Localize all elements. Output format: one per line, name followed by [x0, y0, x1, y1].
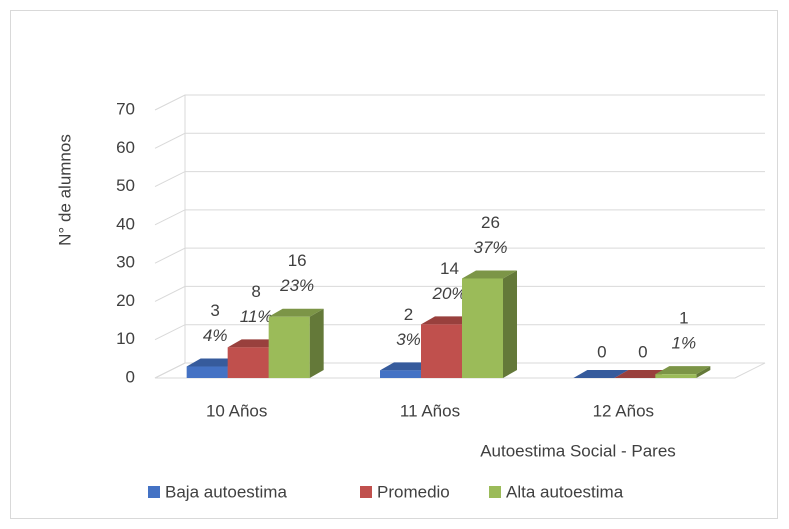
percent-label: 4% [203, 326, 228, 345]
data-label: 8 [251, 282, 260, 301]
data-label: 26 [481, 213, 500, 232]
bar [655, 374, 697, 378]
bar [227, 347, 269, 378]
bar-side [503, 270, 517, 378]
bar-side [309, 308, 324, 378]
bar-top [462, 270, 517, 279]
y-tick-label: 10 [116, 329, 135, 348]
data-label: 14 [440, 259, 459, 278]
bar-top [655, 366, 711, 375]
data-label: 1 [679, 309, 688, 328]
bar [380, 370, 421, 378]
bar [186, 366, 228, 378]
y-tick-label: 70 [116, 99, 135, 118]
y-tick-label: 30 [116, 253, 135, 272]
x-tick-label: 10 Años [206, 401, 267, 420]
legend-swatch [360, 486, 372, 498]
bar-top [573, 370, 629, 378]
data-label: 3 [210, 301, 219, 320]
percent-label: 3% [396, 330, 421, 349]
legend-swatch [489, 486, 501, 498]
legend-label: Alta autoestima [506, 482, 624, 501]
legend-label: Baja autoestima [165, 482, 287, 501]
bar [268, 316, 310, 378]
data-label: 0 [638, 342, 647, 361]
y-axis-title: N° de alumnos [55, 134, 74, 246]
percent-label: 11% [240, 307, 273, 326]
bar-side [696, 366, 711, 378]
bar [421, 324, 462, 378]
percent-label: 1% [672, 334, 697, 353]
percent-label: 23% [279, 276, 314, 295]
y-tick-label: 60 [116, 138, 135, 157]
percent-label: 37% [473, 238, 507, 257]
data-label: 16 [288, 251, 307, 270]
legend-label: Promedio [377, 482, 450, 501]
legend-swatch [148, 486, 160, 498]
x-tick-label: 12 Años [593, 401, 654, 420]
y-tick-label: 40 [116, 214, 135, 233]
y-tick-label: 50 [116, 176, 135, 195]
y-tick-label: 0 [126, 367, 135, 386]
y-tick-label: 20 [116, 291, 135, 310]
percent-label: 20% [431, 284, 466, 303]
x-tick-label: 11 Años [400, 401, 460, 420]
data-label: 2 [404, 305, 413, 324]
bar-top [268, 308, 324, 317]
bar [462, 278, 503, 378]
x-axis-title: Autoestima Social - Pares [480, 441, 676, 460]
data-label: 0 [597, 342, 606, 361]
